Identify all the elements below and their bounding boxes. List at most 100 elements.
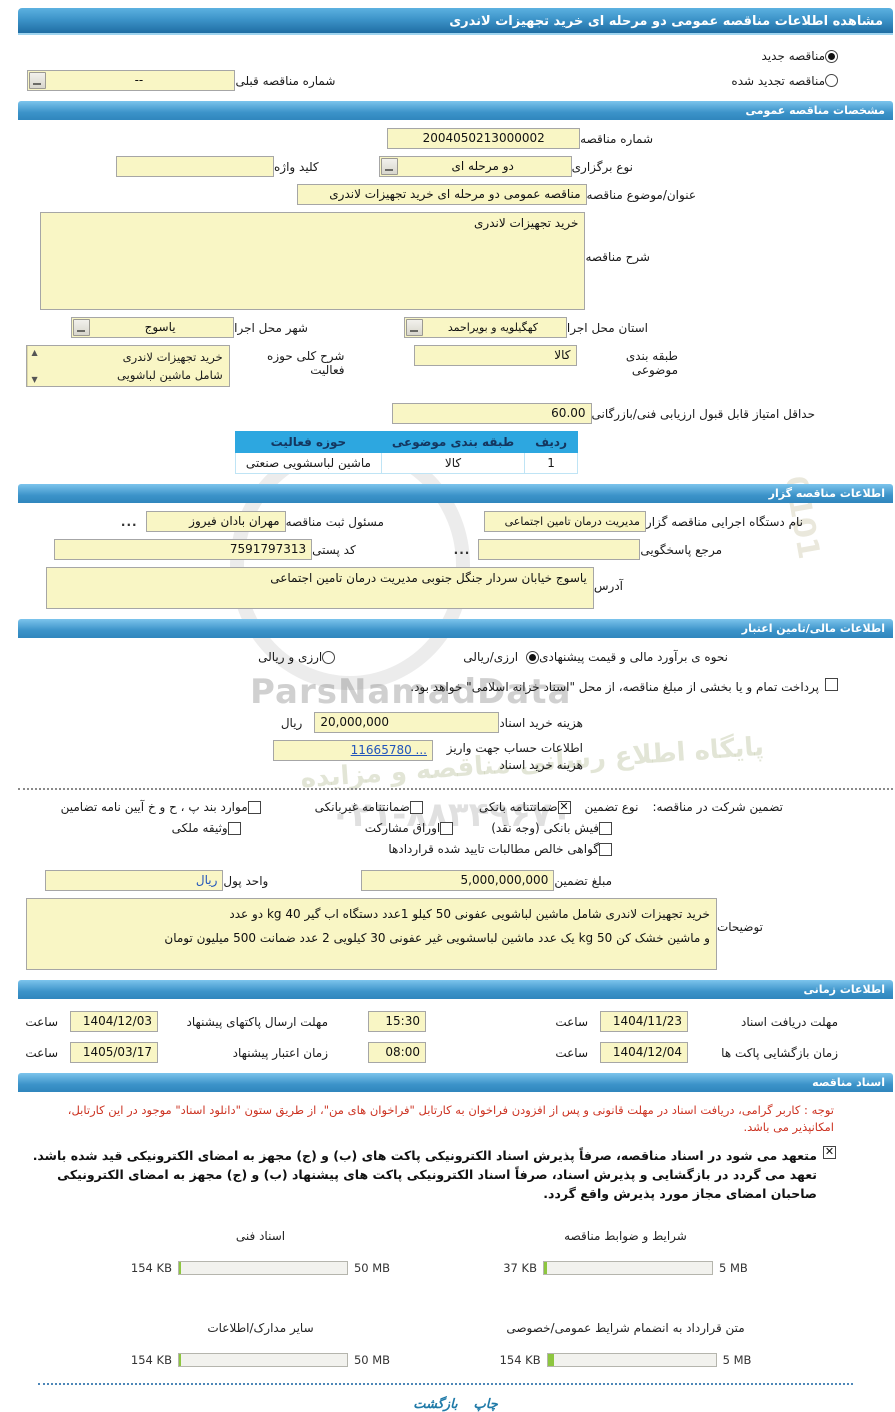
dropdown-button-icon[interactable] [73, 319, 91, 336]
file-contract-text: متن قرارداد به انضمام شرایط عمومی/خصوصی … [443, 1321, 808, 1367]
file-max-size: 50 MB [353, 1261, 391, 1275]
bank-receipt-label: فیش بانکی (وجه نقد) [491, 821, 599, 835]
treasury-docs-checkbox[interactable] [825, 678, 838, 691]
agency-value[interactable]: مدیریت درمان تامین اجتماعی [483, 511, 646, 532]
rial-currency-radio[interactable] [526, 650, 540, 664]
tender-subject-label: عنوان/موضوع مناقصه [586, 187, 696, 202]
scroll-down-icon[interactable]: ▼ [31, 375, 38, 384]
dropdown-button-icon[interactable] [405, 319, 423, 336]
contact-ref-label: مرجع پاسخگویی [640, 542, 722, 557]
postal-code-label: کد پستی [312, 542, 356, 557]
fee-account-link[interactable]: 11665780 ... [273, 740, 433, 761]
file-contract-text-label: متن قرارداد به انضمام شرایط عمومی/خصوصی [506, 1321, 745, 1335]
new-tender-label: مناقصه جدید [761, 49, 825, 63]
divider-dotted-blue [38, 1383, 853, 1385]
renewed-tender-label: مناقصه تجدید شده [731, 73, 825, 88]
tender-subject-value[interactable]: مناقصه عمومی دو مرحله ای خرید تجهیزات لا… [296, 184, 587, 205]
deadline-send-envelopes-date[interactable]: 1404/12/03 [70, 1011, 158, 1032]
tender-number-label: شماره مناقصه [580, 131, 653, 146]
deadline-send-envelopes-label: مهلت ارسال پاکتهای پیشنهاد [186, 1014, 328, 1029]
city-label: شهر محل اجرا [234, 320, 308, 335]
keyword-input[interactable] [116, 156, 275, 177]
upload-progress-bar [542, 1261, 713, 1275]
file-size: 154 KB [499, 1353, 541, 1367]
file-max-size: 5 MB [718, 1261, 748, 1275]
bank-receipt-checkbox[interactable] [599, 821, 612, 835]
envelope-opening-time-value[interactable]: 08:00 [368, 1042, 426, 1063]
bank-guarantee-label: ضمانتنامه بانکی [478, 800, 558, 814]
file-technical-docs-label: اسناد فنی [235, 1229, 286, 1243]
registrar-label: مسئول ثبت مناقصه [285, 514, 384, 529]
activity-line: شامل ماشین لباشویی [117, 368, 223, 382]
envelope-opening-label: زمان بازگشایی پاکت ها [721, 1045, 838, 1060]
deadline-receive-docs-label: مهلت دریافت اسناد [740, 1014, 838, 1029]
cell-activity-area: ماشین لباسشویی صنعتی [234, 452, 382, 474]
doc-fee-value[interactable]: 20,000,000 [314, 712, 500, 733]
divider-dotted [18, 788, 893, 790]
registrar-more-button[interactable]: ... [120, 514, 138, 529]
proposal-validity-date[interactable]: 1405/03/17 [70, 1042, 158, 1063]
both-currency-label: ارزی و ریالی [258, 650, 323, 664]
col-row-number: ردیف [524, 431, 578, 453]
subject-category-value[interactable]: کالا [414, 345, 577, 366]
tender-description-textarea[interactable]: خرید تجهیزات لاندری [40, 212, 586, 310]
address-value[interactable]: یاسوج خیابان سردار جنگل جنوبی مدیریت درم… [45, 567, 594, 609]
province-select[interactable]: کهگیلویه و بویراحمد [403, 317, 567, 338]
category-table: ردیف طبقه بندی موضوعی حوزه فعالیت 1 کالا… [234, 431, 578, 474]
net-claims-checkbox[interactable] [599, 842, 612, 856]
file-size: 154 KB [130, 1353, 172, 1367]
participation-bonds-checkbox[interactable] [440, 821, 454, 835]
tender-number-value[interactable]: 2004050213000002 [387, 128, 581, 149]
min-score-value[interactable]: 60.00 [391, 403, 592, 424]
activity-scope-label: شرح کلی حوزه فعالیت [267, 349, 345, 377]
file-other-docs: سایر مدارک/اطلاعات 154 KB 50 MB [78, 1321, 443, 1367]
postal-code-value[interactable]: 7591797313 [54, 539, 313, 560]
contact-ref-input[interactable] [478, 539, 641, 560]
col-subject-category: طبقه بندی موضوعی [380, 431, 526, 453]
proposal-validity-time: زمان اعتبار پیشنهاد 1405/03/17 ساعت 10:0… [0, 1042, 368, 1063]
documents-notice: توجه : کاربر گرامی، دریافت اسناد در مهلت… [67, 1103, 834, 1134]
back-link[interactable]: بازگشت [413, 1397, 458, 1412]
nonbank-guarantee-checkbox[interactable] [409, 800, 423, 814]
property-collateral-label: وثیقه ملکی [171, 821, 228, 835]
city-select[interactable]: یاسوج [71, 317, 235, 338]
envelope-opening-time: زمان بازگشایی پاکت ها 1404/12/04 ساعت 08… [368, 1042, 838, 1063]
currency-unit-value[interactable]: ریال [45, 870, 224, 891]
envelope-opening-date[interactable]: 1404/12/04 [600, 1042, 688, 1063]
file-terms-conditions-label: شرایط و ضوابط مناقصه [564, 1229, 687, 1243]
dropdown-button-icon[interactable] [380, 158, 398, 175]
contact-more-button[interactable]: ... [453, 542, 471, 557]
file-max-size: 50 MB [353, 1353, 391, 1367]
page-title: مشاهده اطلاعات مناقصه عمومی دو مرحله ای … [18, 8, 893, 35]
bank-guarantee-checkbox[interactable] [557, 800, 571, 814]
deadline-receive-docs-date[interactable]: 1404/11/23 [600, 1011, 688, 1032]
both-currency-radio[interactable] [322, 650, 336, 664]
guarantee-amount-value[interactable]: 5,000,000,000 [361, 870, 555, 891]
property-collateral-checkbox[interactable] [227, 821, 241, 835]
print-link[interactable]: چاپ [473, 1397, 498, 1412]
tender-type-label: نوع برگزاری [571, 159, 633, 174]
prev-tender-number-label: شماره مناقصه قبلی [235, 73, 336, 88]
treasury-docs-label: پرداخت تمام و یا بخشی از مبلغ مناقصه، از… [410, 680, 819, 694]
dropdown-button-icon[interactable] [29, 72, 47, 89]
prev-tender-number-select[interactable]: -- [27, 70, 236, 91]
bylaw-cases-checkbox[interactable] [247, 800, 261, 814]
cell-subject-category: کالا [380, 452, 526, 474]
tender-type-select[interactable]: دو مرحله ای [378, 156, 572, 177]
notes-label: توضیحات [716, 920, 763, 934]
upload-progress-bar [177, 1353, 348, 1367]
registrar-value[interactable]: مهران بادان فیروز [145, 511, 286, 532]
section-bidder-info: اطلاعات مناقصه گزار [18, 484, 893, 503]
notes-textarea[interactable]: خرید تجهیزات لاندری شامل ماشین لباشویی ع… [26, 898, 717, 970]
scroll-up-icon[interactable]: ▲ [31, 348, 38, 357]
activity-scope-listbox[interactable]: خرید تجهیزات لاندری شامل ماشین لباشویی ▲… [26, 345, 230, 387]
new-tender-radio[interactable] [825, 49, 838, 63]
currency-unit-label: واحد پول [223, 873, 269, 888]
electronic-signature-checkbox[interactable] [823, 1145, 836, 1159]
tender-description-label: شرح مناقصه [585, 250, 650, 264]
deadline-receive-docs-time[interactable]: 15:30 [368, 1011, 426, 1032]
guarantee-label: تضمین شرکت در مناقصه: [652, 800, 783, 814]
renewed-tender-radio[interactable] [825, 74, 838, 87]
doc-fee-unit: ریال [280, 715, 303, 730]
province-label: استان محل اجرا [566, 320, 648, 335]
